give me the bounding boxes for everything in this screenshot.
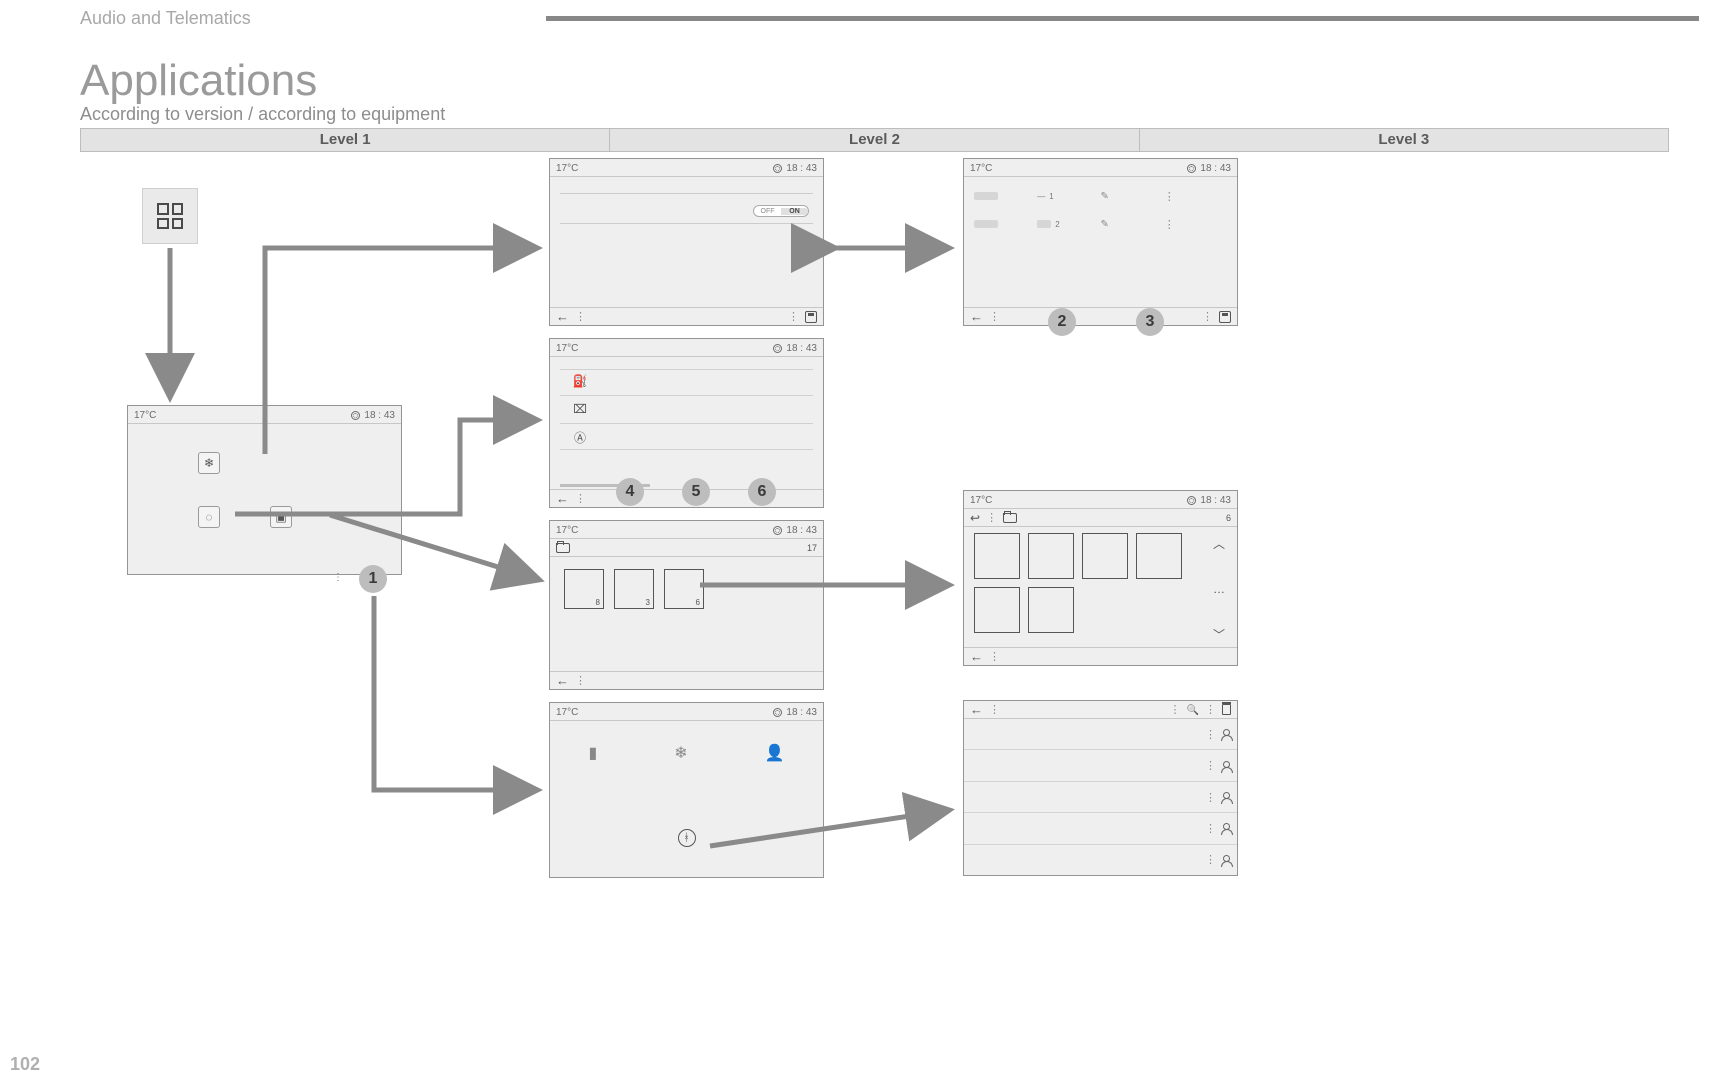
page-number: 102 xyxy=(10,1054,40,1075)
page: Audio and Telematics Applications Accord… xyxy=(0,0,1709,1083)
flow-arrows xyxy=(0,0,1709,1083)
